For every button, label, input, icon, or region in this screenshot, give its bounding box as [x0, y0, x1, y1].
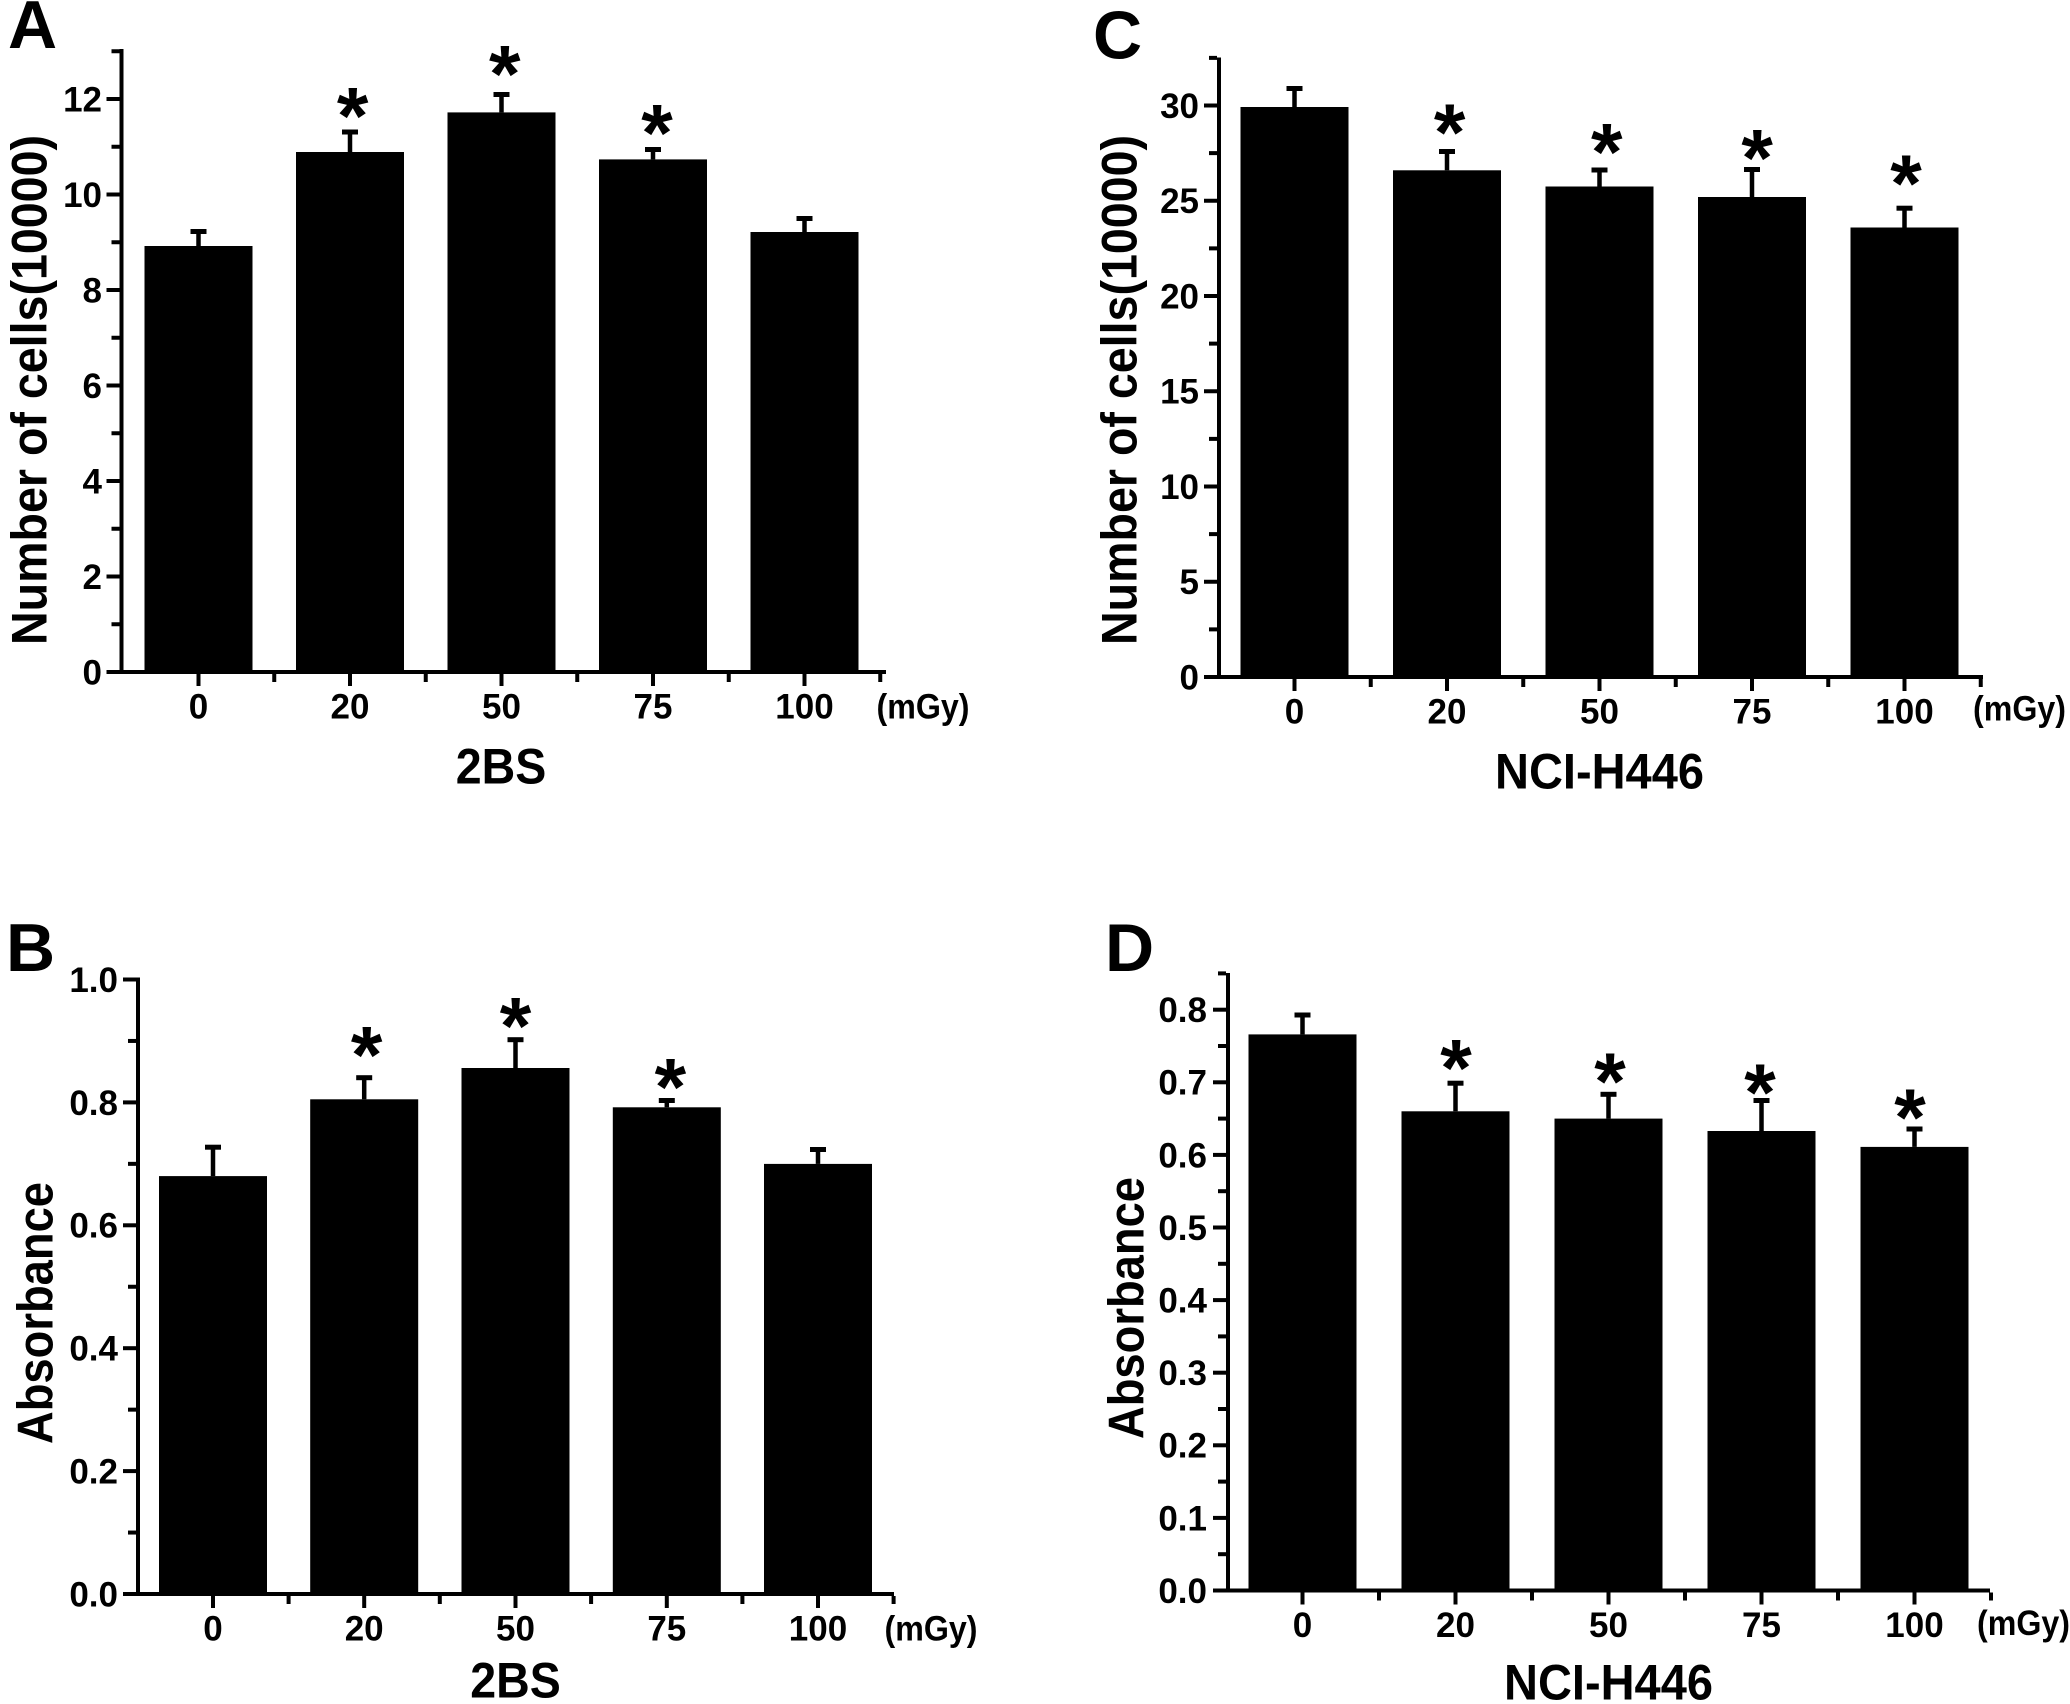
- svg-text:Number of cells(10000): Number of cells(10000): [2, 135, 58, 645]
- svg-text:0.6: 0.6: [69, 1207, 118, 1246]
- svg-text:*: *: [1741, 114, 1773, 204]
- svg-text:0: 0: [203, 1609, 222, 1648]
- svg-text:1.0: 1.0: [69, 961, 118, 1000]
- svg-text:50: 50: [1580, 692, 1619, 731]
- svg-text:B: B: [6, 910, 55, 986]
- svg-text:0.3: 0.3: [1158, 1354, 1207, 1393]
- svg-text:0: 0: [1180, 658, 1199, 697]
- svg-text:15: 15: [1160, 373, 1199, 412]
- svg-text:C: C: [1093, 0, 1142, 73]
- svg-text:0.6: 0.6: [1158, 1136, 1207, 1175]
- svg-text:*: *: [1440, 1023, 1472, 1113]
- svg-text:0.8: 0.8: [1158, 991, 1207, 1030]
- svg-text:NCI-H446: NCI-H446: [1504, 1654, 1713, 1704]
- svg-text:0.4: 0.4: [1158, 1282, 1207, 1321]
- svg-text:(mGy): (mGy): [1973, 689, 2066, 728]
- svg-text:12: 12: [63, 80, 102, 119]
- svg-text:0: 0: [1285, 692, 1304, 731]
- svg-text:20: 20: [331, 687, 370, 726]
- svg-text:*: *: [1744, 1048, 1776, 1138]
- svg-text:100: 100: [1875, 692, 1933, 731]
- svg-text:100: 100: [1885, 1606, 1943, 1645]
- svg-text:0.0: 0.0: [69, 1575, 118, 1614]
- svg-text:*: *: [1594, 1037, 1626, 1127]
- svg-text:0.1: 0.1: [1158, 1499, 1207, 1538]
- svg-text:2: 2: [83, 558, 102, 597]
- svg-text:10: 10: [63, 176, 102, 215]
- svg-text:2BS: 2BS: [470, 1652, 561, 1704]
- svg-text:0.0: 0.0: [1158, 1572, 1207, 1611]
- svg-text:2BS: 2BS: [456, 738, 547, 794]
- svg-text:0: 0: [83, 653, 102, 692]
- svg-text:6: 6: [83, 367, 102, 406]
- svg-text:Absorbance: Absorbance: [1099, 1177, 1155, 1439]
- svg-text:0.5: 0.5: [1158, 1209, 1207, 1248]
- svg-text:100: 100: [775, 687, 833, 726]
- svg-text:75: 75: [647, 1609, 686, 1648]
- svg-text:50: 50: [496, 1609, 535, 1648]
- svg-text:75: 75: [1742, 1606, 1781, 1645]
- svg-text:A: A: [8, 0, 57, 63]
- svg-text:100: 100: [789, 1609, 847, 1648]
- svg-text:*: *: [1890, 139, 1922, 229]
- svg-text:*: *: [655, 1042, 687, 1132]
- svg-text:75: 75: [1733, 692, 1772, 731]
- svg-text:50: 50: [482, 687, 521, 726]
- svg-text:*: *: [1434, 88, 1466, 178]
- svg-text:0.2: 0.2: [69, 1453, 118, 1492]
- svg-text:(mGy): (mGy): [885, 1609, 978, 1648]
- svg-text:(mGy): (mGy): [877, 687, 970, 726]
- svg-text:NCI-H446: NCI-H446: [1495, 743, 1704, 799]
- svg-text:4: 4: [83, 462, 103, 501]
- svg-text:20: 20: [1436, 1606, 1475, 1645]
- svg-text:(mGy): (mGy): [1977, 1604, 2070, 1643]
- svg-text:8: 8: [83, 271, 102, 310]
- svg-text:*: *: [1894, 1073, 1926, 1163]
- svg-text:10: 10: [1160, 468, 1199, 507]
- svg-text:5: 5: [1180, 563, 1199, 602]
- svg-text:0: 0: [1293, 1606, 1312, 1645]
- svg-text:20: 20: [1428, 692, 1467, 731]
- svg-text:30: 30: [1160, 87, 1199, 126]
- svg-text:*: *: [489, 30, 521, 120]
- svg-text:Number of cells(10000): Number of cells(10000): [1092, 135, 1148, 645]
- svg-text:25: 25: [1160, 182, 1199, 221]
- svg-text:20: 20: [1160, 277, 1199, 316]
- svg-text:50: 50: [1589, 1606, 1628, 1645]
- svg-text:*: *: [641, 88, 673, 178]
- svg-text:75: 75: [634, 687, 673, 726]
- svg-text:Absorbance: Absorbance: [8, 1182, 64, 1444]
- svg-text:*: *: [500, 982, 532, 1072]
- svg-text:*: *: [337, 71, 369, 161]
- svg-text:0.2: 0.2: [1158, 1427, 1207, 1466]
- svg-text:*: *: [1591, 108, 1623, 198]
- svg-text:0.4: 0.4: [69, 1330, 118, 1369]
- svg-text:*: *: [351, 1010, 383, 1100]
- svg-text:0: 0: [189, 687, 208, 726]
- svg-text:D: D: [1105, 910, 1154, 986]
- svg-text:0.8: 0.8: [69, 1084, 118, 1123]
- svg-text:20: 20: [345, 1609, 384, 1648]
- svg-text:0.7: 0.7: [1158, 1064, 1207, 1103]
